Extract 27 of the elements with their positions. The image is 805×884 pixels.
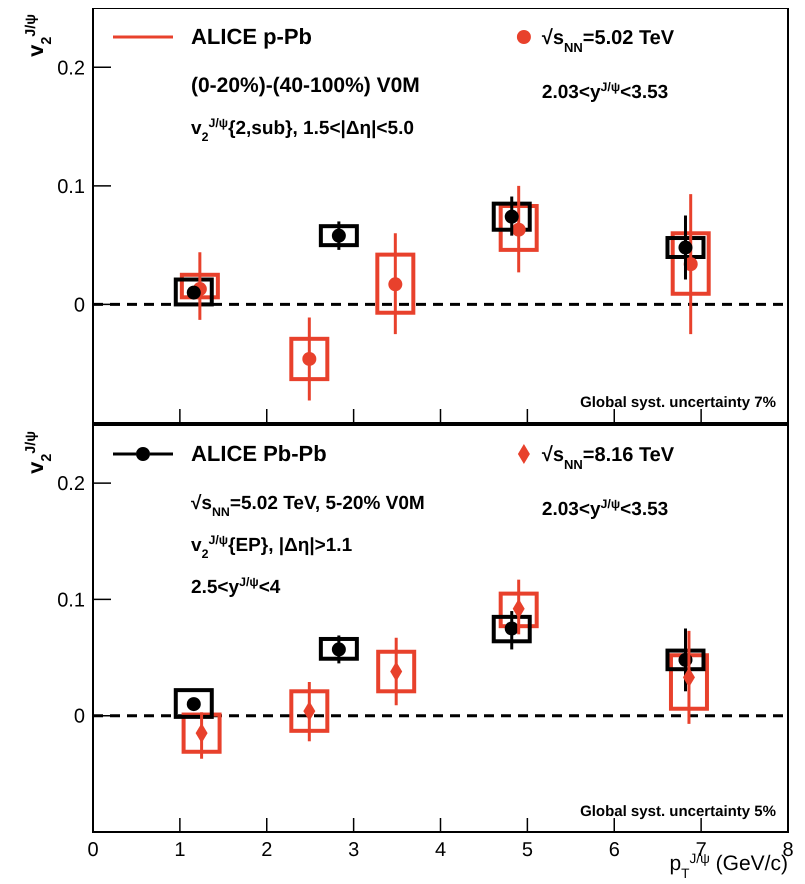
- annotation: (0-20%)-(40-100%) V0M: [191, 74, 420, 97]
- y-tick-label: 0: [74, 294, 85, 316]
- legend-label: √s$_{NN}$=8.16 TeV: [542, 444, 675, 472]
- y-tick-label: 0.2: [57, 473, 85, 496]
- annotation: v$_{2}$$^{J/ψ}${2,sub}, 1.5<|Δη|<5.0: [191, 116, 414, 144]
- annotation: √s$_{NN}$=5.02 TeV, 5-20% V0M: [191, 493, 425, 519]
- x-tick-label: 4: [434, 839, 446, 861]
- y-tick-label: 0.2: [57, 57, 85, 80]
- x-tick-label: 0: [87, 839, 99, 861]
- annotation: v$_{2}$$^{J/ψ}${EP}, |Δη|>1.1: [191, 533, 353, 561]
- legend-title: ALICE p-Pb: [191, 24, 312, 49]
- x-tick-label: 2: [261, 839, 272, 861]
- annotation: Global syst. uncertainty 5%: [580, 803, 776, 820]
- y-tick-label: 0.1: [57, 176, 85, 198]
- x-tick-label: 5: [522, 839, 533, 861]
- y-tick-label: 0.1: [57, 589, 85, 612]
- legend-label: ALICE Pb-Pb: [191, 441, 327, 466]
- x-tick-label: 3: [348, 839, 360, 861]
- annotation: 2.03<y$^{J/ψ}$<3.53: [542, 80, 668, 103]
- y-tick-label: 0: [74, 706, 85, 728]
- annotation: Global syst. uncertainty 7%: [580, 394, 776, 411]
- x-tick-label: 1: [174, 839, 186, 861]
- x-tick-label: 6: [608, 839, 620, 861]
- legend-label: √s$_{NN}$=5.02 TeV: [542, 27, 675, 54]
- point: [388, 277, 402, 292]
- annotation: 2.03<y$^{J/ψ}$<3.53: [542, 497, 668, 520]
- annotation: 2.5<y$^{J/ψ}$<4: [191, 575, 281, 598]
